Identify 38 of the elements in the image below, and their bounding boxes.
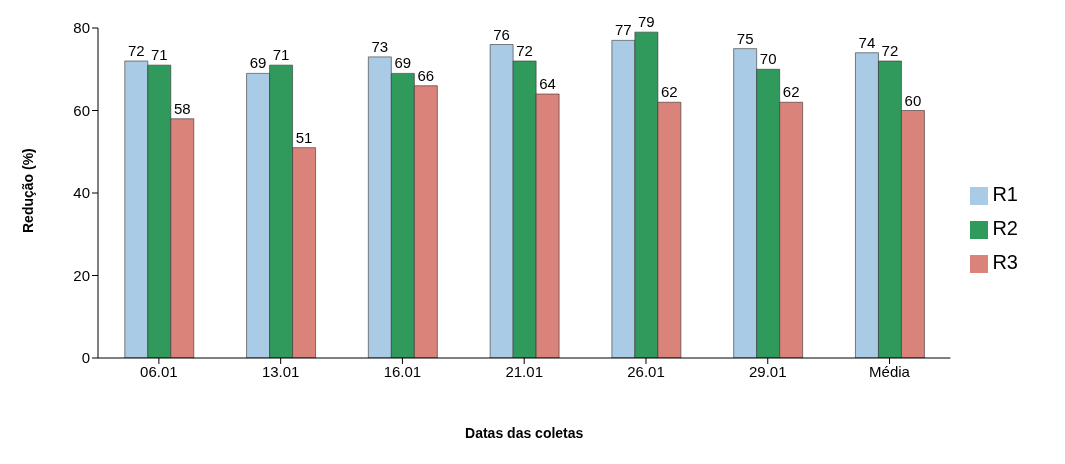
data-label: 72 bbox=[127, 42, 145, 59]
data-label: 62 bbox=[661, 83, 678, 101]
legend-label: R1 bbox=[992, 183, 1018, 205]
y-axis-title: Redução (%) bbox=[19, 148, 36, 233]
x-tick-label: 29.01 bbox=[748, 362, 787, 380]
data-label: 71 bbox=[150, 46, 168, 64]
data-label: 69 bbox=[249, 54, 267, 72]
y-tick-label: 20 bbox=[73, 266, 90, 284]
x-tick-label: 13.01 bbox=[261, 362, 300, 380]
data-label: 60 bbox=[904, 91, 922, 109]
data-label: 69 bbox=[394, 54, 412, 72]
data-label: 70 bbox=[759, 50, 777, 68]
legend-label: R3 bbox=[992, 251, 1018, 273]
y-tick-label: 80 bbox=[73, 19, 90, 37]
data-label: 74 bbox=[858, 33, 876, 51]
x-axis-title: Datas das coletas bbox=[465, 425, 584, 441]
data-label: 75 bbox=[736, 29, 754, 47]
x-tick-label: Média bbox=[869, 362, 911, 380]
y-tick-label: 0 bbox=[81, 349, 90, 367]
data-label: 58 bbox=[173, 99, 191, 117]
data-label: 62 bbox=[782, 83, 800, 101]
data-label: 79 bbox=[638, 13, 655, 31]
y-tick-label: 60 bbox=[73, 101, 90, 119]
data-label: 71 bbox=[272, 46, 290, 64]
data-label: 66 bbox=[417, 66, 435, 84]
data-label: 77 bbox=[615, 21, 632, 39]
x-tick-label: 06.01 bbox=[140, 362, 178, 380]
data-label: 73 bbox=[371, 37, 389, 55]
data-label: 72 bbox=[881, 42, 899, 59]
x-tick-label: 16.01 bbox=[383, 362, 422, 380]
x-tick-label: 26.01 bbox=[627, 362, 665, 380]
data-label: 51 bbox=[295, 128, 313, 146]
x-tick-label: 21.01 bbox=[505, 362, 543, 380]
data-label: 72 bbox=[516, 42, 533, 59]
legend-label: R2 bbox=[992, 217, 1018, 239]
y-tick-label: 40 bbox=[73, 184, 90, 202]
data-label: 76 bbox=[493, 25, 510, 43]
data-label: 64 bbox=[539, 75, 556, 92]
